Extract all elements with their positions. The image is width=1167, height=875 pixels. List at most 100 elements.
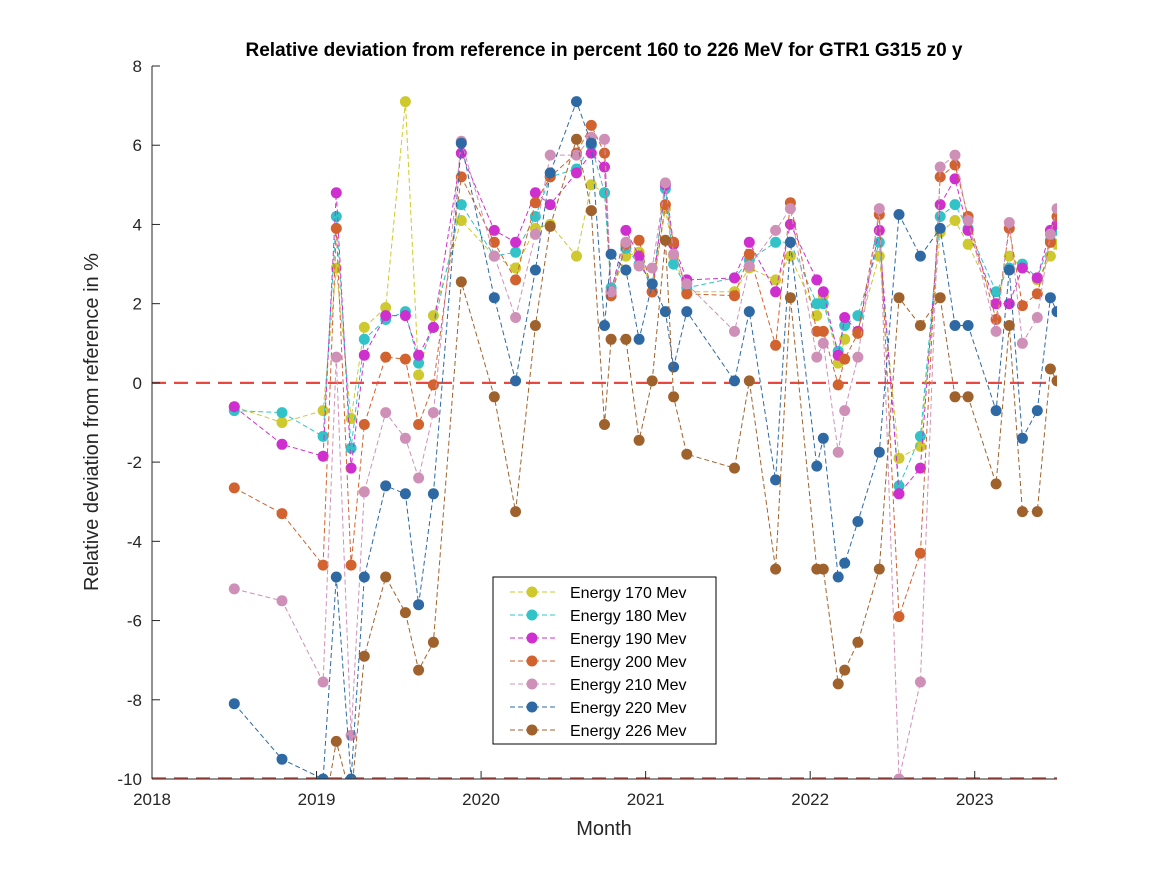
y-tick-label-9: 8 bbox=[133, 57, 142, 76]
data-point-s1-4 bbox=[345, 442, 357, 454]
data-point-s4-7 bbox=[399, 432, 411, 444]
data-point-s1-37 bbox=[934, 211, 946, 222]
legend-label-2: Energy 190 Mev bbox=[570, 631, 687, 648]
data-point-s4-27 bbox=[770, 224, 782, 236]
legend-label-4: Energy 210 Mev bbox=[570, 677, 687, 694]
data-point-s2-6 bbox=[380, 310, 392, 322]
data-point-s4-41 bbox=[1003, 217, 1015, 228]
data-point-s6-28 bbox=[784, 292, 796, 304]
data-point-s4-3 bbox=[330, 351, 342, 363]
data-point-s3-38 bbox=[949, 159, 961, 171]
data-point-s3-16 bbox=[585, 119, 597, 131]
data-point-s6-45 bbox=[1051, 375, 1057, 387]
data-point-s1-34 bbox=[873, 236, 885, 248]
data-point-s6-41 bbox=[1003, 320, 1015, 331]
data-point-s6-35 bbox=[893, 292, 905, 304]
data-point-s4-2 bbox=[317, 676, 329, 688]
data-point-s6-13 bbox=[529, 320, 541, 331]
data-point-s3-31 bbox=[832, 379, 844, 391]
data-point-s1-32 bbox=[839, 320, 851, 331]
data-point-s3-9 bbox=[427, 379, 439, 391]
data-point-s1-5 bbox=[358, 333, 370, 345]
data-point-s4-34 bbox=[873, 203, 885, 215]
legend-marker-0 bbox=[526, 586, 538, 598]
data-point-s0-8 bbox=[413, 369, 425, 381]
data-point-s6-3 bbox=[330, 735, 342, 747]
data-point-s5-21 bbox=[646, 278, 658, 290]
data-point-s6-17 bbox=[599, 419, 610, 430]
data-point-s5-6 bbox=[380, 480, 392, 492]
data-point-s5-22 bbox=[659, 306, 671, 318]
legend-marker-4 bbox=[526, 678, 538, 690]
data-point-s3-24 bbox=[681, 288, 693, 300]
data-point-s5-2 bbox=[317, 773, 329, 779]
data-point-s4-38 bbox=[949, 149, 961, 161]
data-point-s2-1 bbox=[276, 438, 288, 450]
data-point-s5-0 bbox=[228, 698, 240, 710]
data-point-s2-8 bbox=[413, 349, 425, 361]
data-point-s0-7 bbox=[399, 96, 411, 108]
y-tick-label-0: -10 bbox=[117, 770, 142, 789]
data-point-s3-33 bbox=[852, 327, 864, 339]
data-point-s4-12 bbox=[510, 312, 522, 323]
data-point-s4-15 bbox=[571, 149, 582, 161]
data-point-s2-36 bbox=[914, 462, 926, 474]
data-point-s2-0 bbox=[228, 401, 240, 413]
x-tick-label-4: 2022 bbox=[791, 790, 829, 809]
data-point-s2-34 bbox=[873, 224, 885, 236]
data-point-s4-40 bbox=[990, 325, 1002, 337]
data-point-s2-25 bbox=[729, 272, 740, 284]
data-point-s2-9 bbox=[427, 321, 439, 333]
data-point-s6-37 bbox=[934, 292, 946, 304]
data-point-s2-17 bbox=[599, 161, 610, 173]
data-point-s6-33 bbox=[852, 636, 864, 648]
data-point-s1-8 bbox=[413, 357, 425, 369]
y-tick-label-4: -2 bbox=[127, 453, 142, 472]
data-point-s6-15 bbox=[571, 133, 582, 145]
x-tick-label-0: 2018 bbox=[133, 790, 171, 809]
data-point-s5-25 bbox=[729, 375, 740, 387]
data-point-s2-32 bbox=[839, 312, 851, 323]
data-point-s3-17 bbox=[599, 147, 610, 159]
data-point-s6-26 bbox=[743, 375, 755, 387]
x-axis-title: Month bbox=[576, 818, 632, 840]
legend-label-5: Energy 220 Mev bbox=[570, 700, 687, 717]
data-point-s2-11 bbox=[488, 224, 500, 236]
data-point-s5-44 bbox=[1044, 292, 1056, 304]
y-tick-label-3: -4 bbox=[127, 532, 142, 551]
data-point-s6-30 bbox=[817, 563, 829, 575]
series-line-6 bbox=[329, 139, 1057, 779]
data-point-s5-19 bbox=[620, 264, 632, 276]
data-point-s4-0 bbox=[228, 583, 240, 595]
data-point-s2-15 bbox=[571, 167, 582, 179]
data-point-s0-28 bbox=[784, 250, 796, 262]
data-point-s4-37 bbox=[934, 161, 946, 173]
x-tick-label-3: 2021 bbox=[627, 790, 665, 809]
data-point-s2-43 bbox=[1031, 272, 1043, 284]
data-point-s4-42 bbox=[1016, 337, 1028, 349]
legend-marker-1 bbox=[526, 609, 538, 621]
x-tick-label-1: 2019 bbox=[298, 790, 336, 809]
data-point-s6-20 bbox=[633, 434, 645, 446]
data-point-s4-9 bbox=[427, 407, 439, 419]
data-point-s2-26 bbox=[743, 236, 755, 248]
data-point-s4-5 bbox=[358, 486, 370, 498]
data-point-s0-38 bbox=[949, 215, 961, 226]
data-point-s1-23 bbox=[668, 258, 680, 270]
data-point-s3-42 bbox=[1016, 300, 1028, 312]
data-point-s5-36 bbox=[914, 250, 926, 262]
data-point-s3-4 bbox=[345, 559, 357, 571]
y-tick-label-7: 4 bbox=[133, 215, 142, 234]
data-point-s2-42 bbox=[1016, 262, 1028, 274]
data-point-s0-19 bbox=[620, 250, 632, 262]
data-point-s3-20 bbox=[633, 234, 645, 246]
y-tick-label-2: -6 bbox=[127, 612, 142, 631]
data-point-s5-15 bbox=[571, 96, 582, 108]
data-point-s3-25 bbox=[729, 290, 740, 302]
data-point-s2-4 bbox=[345, 462, 357, 474]
legend-marker-5 bbox=[526, 701, 538, 713]
data-point-s1-27 bbox=[770, 236, 782, 248]
data-point-s3-26 bbox=[743, 248, 755, 260]
data-group bbox=[152, 96, 1057, 779]
data-point-s0-34 bbox=[873, 250, 885, 262]
